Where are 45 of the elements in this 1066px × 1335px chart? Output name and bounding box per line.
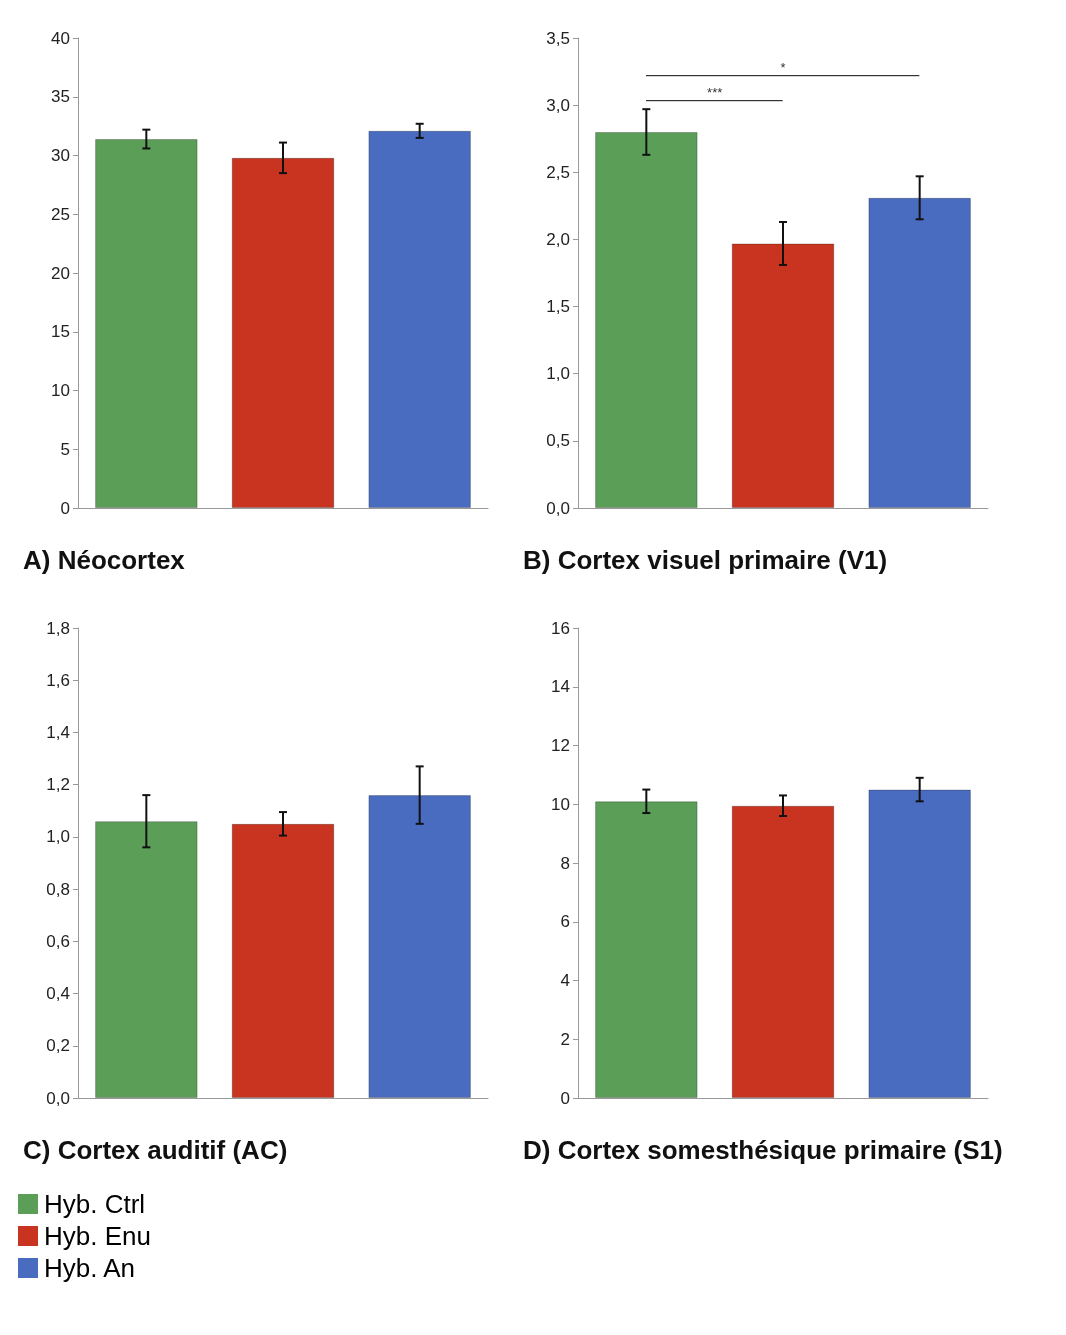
y-tick-label: 16: [551, 618, 570, 638]
y-tick-label: 0,4: [46, 984, 70, 1004]
y-tick-label: 10: [551, 794, 570, 814]
y-tick-label: 0,5: [546, 431, 570, 451]
y-tick-label: 5: [60, 439, 70, 459]
y-tick-label: 2,5: [546, 162, 570, 182]
text: D) Cortex somesthésique primaire (S1): [523, 1135, 1003, 1165]
legend-label: Hyb. Ctrl: [44, 1188, 146, 1220]
y-tick-label: 15: [51, 322, 70, 342]
y-tick-label: 0,8: [46, 879, 70, 899]
y-tick-label: 14: [551, 677, 570, 697]
y-tick-label: 0,0: [46, 1088, 70, 1108]
y-tick-label: 25: [51, 204, 70, 224]
y-tick-label: 10: [51, 381, 70, 400]
y-tick-label: 40: [51, 28, 70, 48]
y-tick-label: 0,2: [46, 1036, 70, 1056]
y-tick-label: 1,5: [546, 297, 570, 317]
y-tick-label: 2: [560, 1029, 570, 1049]
annotation: ***: [707, 85, 723, 101]
y-tick-label: 2,0: [546, 229, 570, 249]
y-tick-label: 4: [560, 971, 570, 990]
y-tick-label: 12: [551, 736, 570, 755]
y-tick-label: 0,0: [546, 498, 570, 518]
y-tick-label: 20: [51, 263, 70, 283]
y-tick-label: 1,0: [546, 364, 570, 384]
legend-label: Hyb. Enu: [44, 1220, 151, 1252]
text: A) Néocortex: [23, 545, 186, 575]
y-tick-label: 0: [560, 1088, 570, 1108]
y-tick-label: 0: [60, 498, 70, 518]
y-tick-label: 35: [51, 87, 70, 107]
y-tick-label: 1,6: [46, 670, 70, 690]
legend-label: Hyb. An: [44, 1252, 136, 1284]
annotation: *: [780, 59, 786, 75]
y-tick-label: 0,6: [46, 931, 70, 951]
y-tick-label: 8: [560, 853, 570, 873]
y-tick-label: 1,2: [46, 775, 70, 795]
y-tick-label: 3,0: [546, 95, 570, 115]
y-tick-label: 1,8: [46, 618, 70, 638]
y-tick-label: 6: [560, 912, 570, 932]
y-tick-label: 1,4: [46, 722, 70, 742]
text: B) Cortex visuel primaire (V1): [523, 545, 888, 575]
text: C) Cortex auditif (AC): [23, 1135, 288, 1165]
y-tick-label: 1,0: [46, 827, 70, 847]
y-tick-label: 30: [51, 146, 70, 165]
y-tick-label: 3,5: [546, 28, 570, 48]
